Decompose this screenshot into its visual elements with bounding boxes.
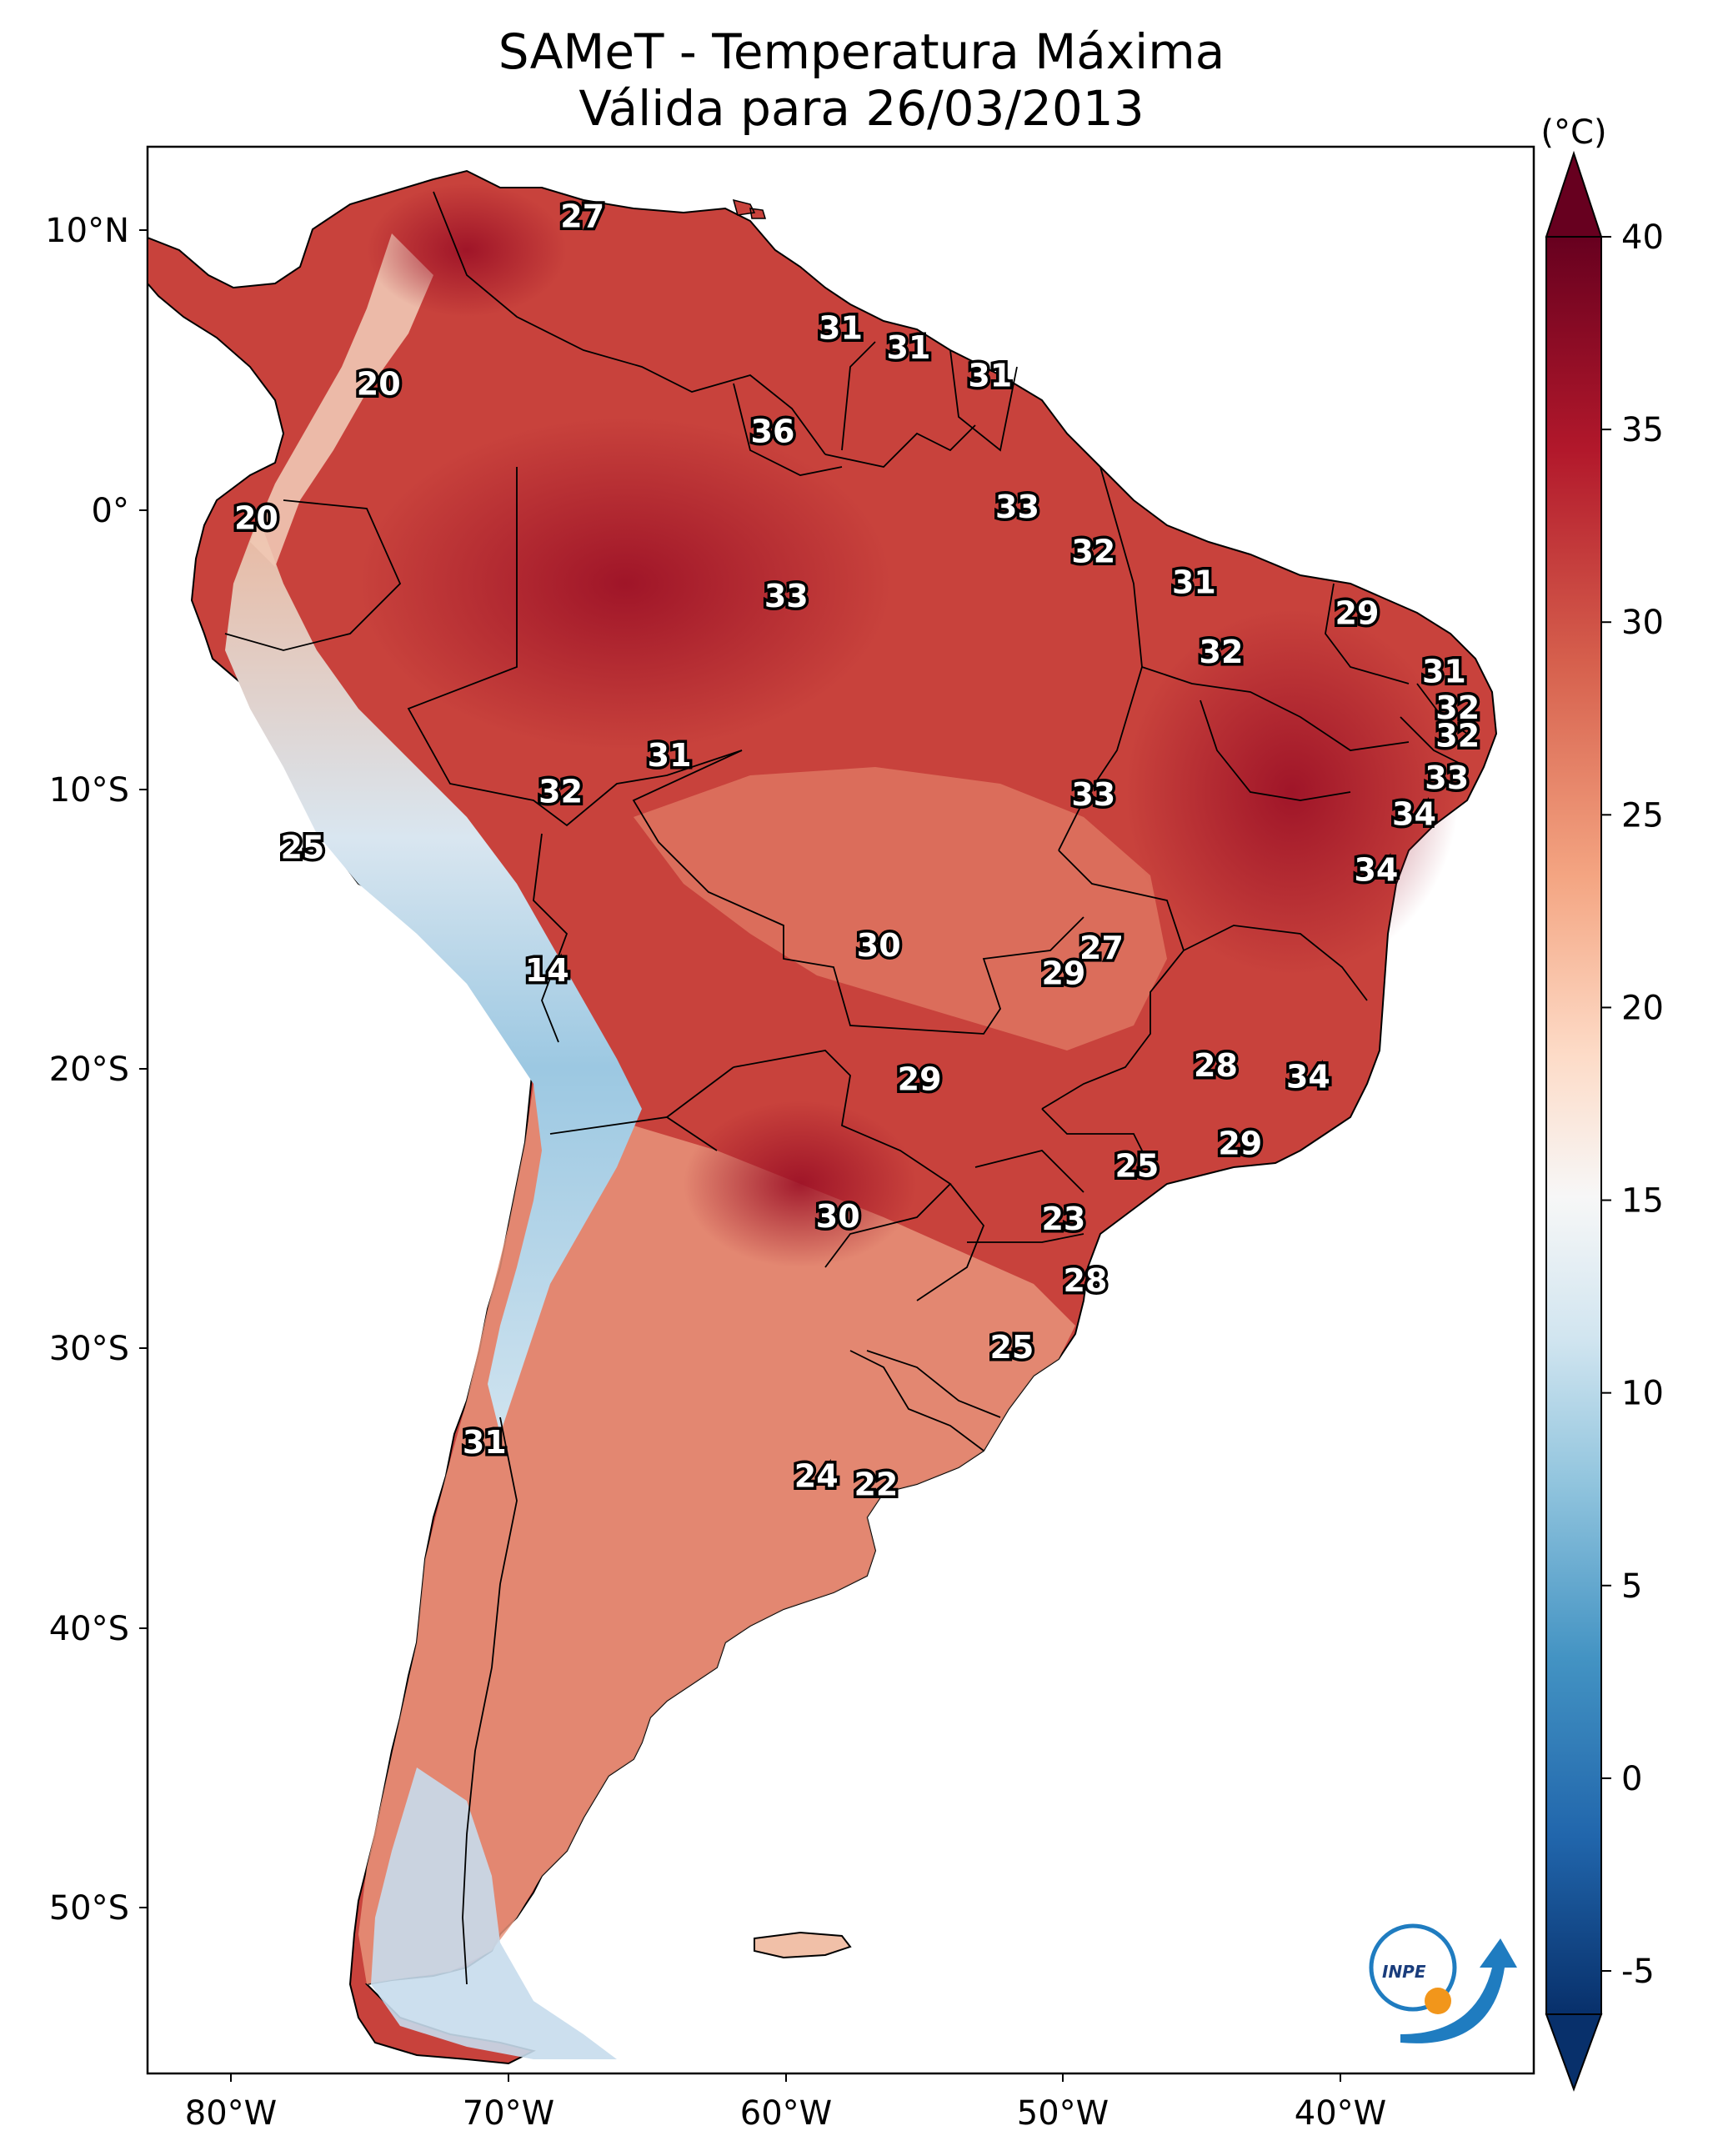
station-temperature-label: 33	[764, 578, 809, 614]
colorbar-bottom-extend	[1545, 2013, 1603, 2092]
colorbar-tick-label: 40	[1621, 218, 1664, 257]
lon-tick-label: 50°W	[1017, 2094, 1109, 2133]
station-temperature-label: 23	[1041, 1201, 1085, 1237]
station-temperature-label: 31	[819, 310, 863, 347]
station-temperature-label: 31	[968, 358, 1012, 394]
station-temperature-label: 25	[989, 1329, 1034, 1366]
station-temperature-label: 20	[357, 366, 401, 403]
title-line-2: Válida para 26/03/2013	[579, 80, 1144, 137]
station-temperature-label: 36	[751, 414, 795, 450]
station-temperature-label: 30	[816, 1198, 860, 1235]
inpe-logo-arrow	[1400, 1938, 1517, 2043]
lon-tick-label: 60°W	[740, 2094, 832, 2133]
station-temperature-label: 34	[1286, 1058, 1330, 1095]
station-temperature-label: 32	[1071, 534, 1115, 570]
station-temperature-label: 24	[794, 1457, 839, 1494]
station-temperature-label: 29	[1041, 955, 1085, 991]
station-temperature-label: 29	[1218, 1126, 1262, 1162]
lon-tick-label: 70°W	[463, 2094, 554, 2133]
station-temperature-label: 25	[280, 830, 324, 866]
station-temperature-label: 29	[898, 1061, 942, 1098]
colorbar-tick-label: 30	[1621, 604, 1664, 642]
colorbar-tick-label: 5	[1621, 1567, 1642, 1606]
station-temperature-label: 22	[854, 1466, 898, 1502]
station-temperature-label: 30	[857, 927, 901, 964]
lat-tick-label: 10°S	[49, 771, 129, 810]
colorbar-tick-label: 10	[1621, 1375, 1664, 1413]
station-temperature-label: 28	[1064, 1262, 1108, 1299]
colorbar-tick-label: 20	[1621, 989, 1664, 1027]
station-temperature-label: 32	[1200, 634, 1244, 670]
inpe-logo-dot	[1425, 1988, 1451, 2014]
central-brazil-region	[634, 767, 1167, 1050]
station-temperature-label: 27	[560, 198, 604, 235]
colorbar-bar	[1545, 236, 1602, 2015]
longitude-axis: 80°W 70°W 60°W 50°W 40°W	[185, 2073, 1386, 2133]
station-temperature-label: 31	[648, 737, 692, 774]
lat-tick-label: 0°	[92, 492, 129, 530]
lat-tick-label: 30°S	[49, 1330, 129, 1368]
station-temperature-label: 29	[1335, 594, 1380, 631]
colorbar-top-extend	[1545, 150, 1603, 238]
colorbar-tick-label: 15	[1621, 1182, 1664, 1221]
station-temperature-label: 33	[995, 489, 1039, 525]
station-temperature-label: 31	[1422, 654, 1466, 690]
hot-core-amazon	[358, 417, 892, 750]
chart-title: SAMeT - Temperatura Máxima Válida para 2…	[0, 23, 1723, 137]
station-temperature-label: 32	[538, 774, 583, 810]
lat-tick-label: 50°S	[49, 1889, 129, 1928]
falkland-islands	[754, 1931, 852, 1959]
hot-core-north	[367, 183, 567, 317]
station-temperature-label: 33	[1071, 776, 1115, 813]
station-temperature-label: 28	[1194, 1047, 1238, 1084]
hot-core-chaco	[684, 1101, 917, 1267]
station-temperature-label: 34	[1392, 796, 1436, 833]
station-temperature-label: 32	[1435, 689, 1480, 726]
colorbar-tick-label: 25	[1621, 796, 1664, 835]
lon-tick-label: 80°W	[185, 2094, 277, 2133]
lat-tick-label: 40°S	[49, 1610, 129, 1648]
andes-cool-band	[225, 517, 642, 1434]
lat-tick-label: 20°S	[49, 1050, 129, 1089]
station-temperature-label: 31	[463, 1424, 507, 1461]
station-temperature-label: 20	[234, 500, 278, 537]
hot-core-northeast	[1125, 609, 1459, 975]
station-temperature-label: 31	[887, 329, 931, 366]
caribbean-islands	[732, 198, 767, 219]
colorbar-tick-label: 35	[1621, 411, 1664, 449]
northern-andes-cool	[250, 233, 433, 567]
station-temperature-label: 14	[525, 952, 569, 989]
station-temperature-label: 27	[1079, 930, 1124, 966]
country-borders	[224, 191, 1468, 1985]
station-temperature-label: 33	[1425, 760, 1469, 796]
station-temperature-label: 34	[1354, 852, 1398, 889]
inpe-logo: INPE	[1369, 1923, 1517, 2043]
inpe-logo-ring	[1369, 1923, 1457, 2012]
lat-tick-label: 10°N	[45, 212, 129, 250]
station-temperature-label: 32	[1435, 718, 1480, 755]
colorbar-tick-label: -5	[1621, 1953, 1655, 1991]
station-temperature-label: 31	[1172, 564, 1216, 601]
inpe-logo-text: INPE	[1382, 1962, 1426, 1982]
map-layer	[148, 169, 1498, 2065]
latitude-axis: 10°N 0° 10°S 20°S 30°S 40°S 50°S	[45, 212, 148, 1928]
title-line-1: SAMeT - Temperatura Máxima	[498, 23, 1225, 80]
patagonia-cool	[371, 1767, 617, 2059]
colorbar-unit: (°C)	[1540, 113, 1606, 152]
lon-tick-label: 40°W	[1295, 2094, 1386, 2133]
station-temperature-label: 25	[1114, 1148, 1159, 1185]
colorbar-tick-label: 0	[1621, 1760, 1642, 1798]
colorbar: (°C) 40 35 30 25 20 15 10 5 0 -5	[1540, 113, 1664, 2092]
